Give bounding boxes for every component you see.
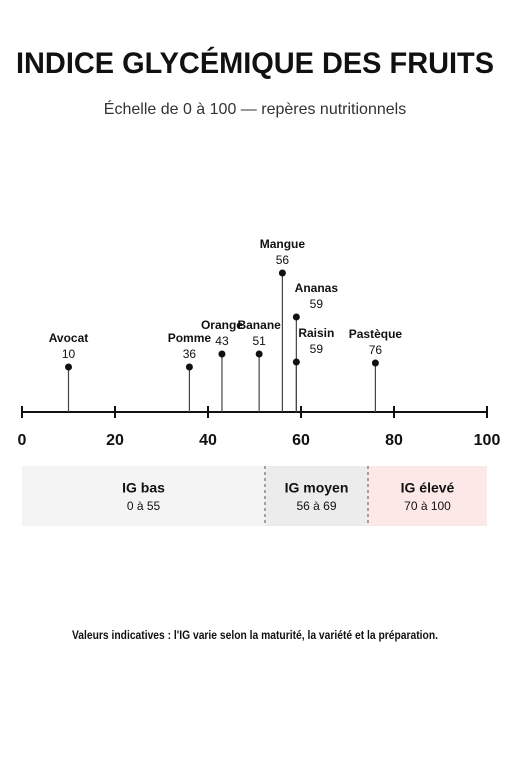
x-tick-label: 100 [474,432,501,449]
point-value: 36 [183,347,197,361]
point [371,359,379,367]
x-tick-label: 40 [199,432,217,449]
point-value: 10 [62,347,76,361]
point-name: Pomme [168,331,212,345]
point [65,363,72,371]
zone-box [265,466,368,526]
point-name: Avocat [49,331,89,345]
point-name: Pastèque [349,327,403,341]
zone-name: IG élevé [401,480,455,496]
point-value: 56 [276,253,290,267]
point-name: Mangue [260,237,306,251]
zone-box [22,466,265,526]
point-value: 59 [310,297,324,311]
zone-name: IG moyen [285,480,349,496]
point [292,358,300,366]
point-name: Banane [237,318,281,332]
point-value: 43 [215,334,229,348]
point-name: Raisin [298,326,334,340]
zone-range: 70 à 100 [404,499,451,513]
point [278,269,286,277]
x-tick-label: 80 [385,432,403,449]
point [255,350,263,358]
zone-name: IG bas [122,480,165,496]
x-tick-label: 20 [106,432,124,449]
x-tick-label: 0 [18,432,27,449]
point [218,350,226,358]
point-name: Ananas [295,281,339,295]
point [185,363,193,371]
chart-title: INDICE GLYCÉMIQUE DES FRUITS [16,46,494,80]
point [292,313,300,321]
chart-subtitle: Échelle de 0 à 100 — repères nutritionne… [104,99,406,118]
point-value: 76 [369,343,383,357]
point-value: 51 [252,334,266,348]
x-tick-label: 60 [292,432,310,449]
point-name: Orange [201,318,243,332]
point-value: 59 [310,342,324,356]
zone-box [368,466,487,526]
footnote: Valeurs indicatives : l'IG varie selon l… [72,628,438,642]
zone-range: 0 à 55 [127,499,161,513]
zone-range: 56 à 69 [296,499,336,513]
